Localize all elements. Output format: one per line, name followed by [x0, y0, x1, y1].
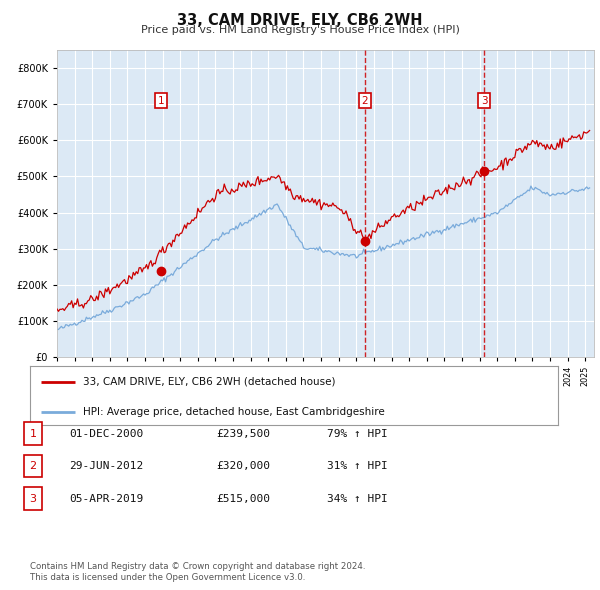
Text: 2: 2 — [29, 461, 37, 471]
Text: 05-APR-2019: 05-APR-2019 — [69, 494, 143, 503]
Text: 2: 2 — [362, 96, 368, 106]
Text: £515,000: £515,000 — [216, 494, 270, 503]
Text: This data is licensed under the Open Government Licence v3.0.: This data is licensed under the Open Gov… — [30, 573, 305, 582]
Text: 33, CAM DRIVE, ELY, CB6 2WH: 33, CAM DRIVE, ELY, CB6 2WH — [177, 13, 423, 28]
Text: 01-DEC-2000: 01-DEC-2000 — [69, 429, 143, 438]
Text: 79% ↑ HPI: 79% ↑ HPI — [327, 429, 388, 438]
Text: Price paid vs. HM Land Registry's House Price Index (HPI): Price paid vs. HM Land Registry's House … — [140, 25, 460, 35]
Text: 1: 1 — [29, 429, 37, 438]
Text: 29-JUN-2012: 29-JUN-2012 — [69, 461, 143, 471]
Text: 34% ↑ HPI: 34% ↑ HPI — [327, 494, 388, 503]
Text: 31% ↑ HPI: 31% ↑ HPI — [327, 461, 388, 471]
Text: 3: 3 — [29, 494, 37, 503]
Text: HPI: Average price, detached house, East Cambridgeshire: HPI: Average price, detached house, East… — [83, 407, 385, 417]
Text: 1: 1 — [158, 96, 164, 106]
Text: 3: 3 — [481, 96, 487, 106]
Text: 33, CAM DRIVE, ELY, CB6 2WH (detached house): 33, CAM DRIVE, ELY, CB6 2WH (detached ho… — [83, 377, 335, 386]
Text: Contains HM Land Registry data © Crown copyright and database right 2024.: Contains HM Land Registry data © Crown c… — [30, 562, 365, 571]
Text: £239,500: £239,500 — [216, 429, 270, 438]
Text: £320,000: £320,000 — [216, 461, 270, 471]
